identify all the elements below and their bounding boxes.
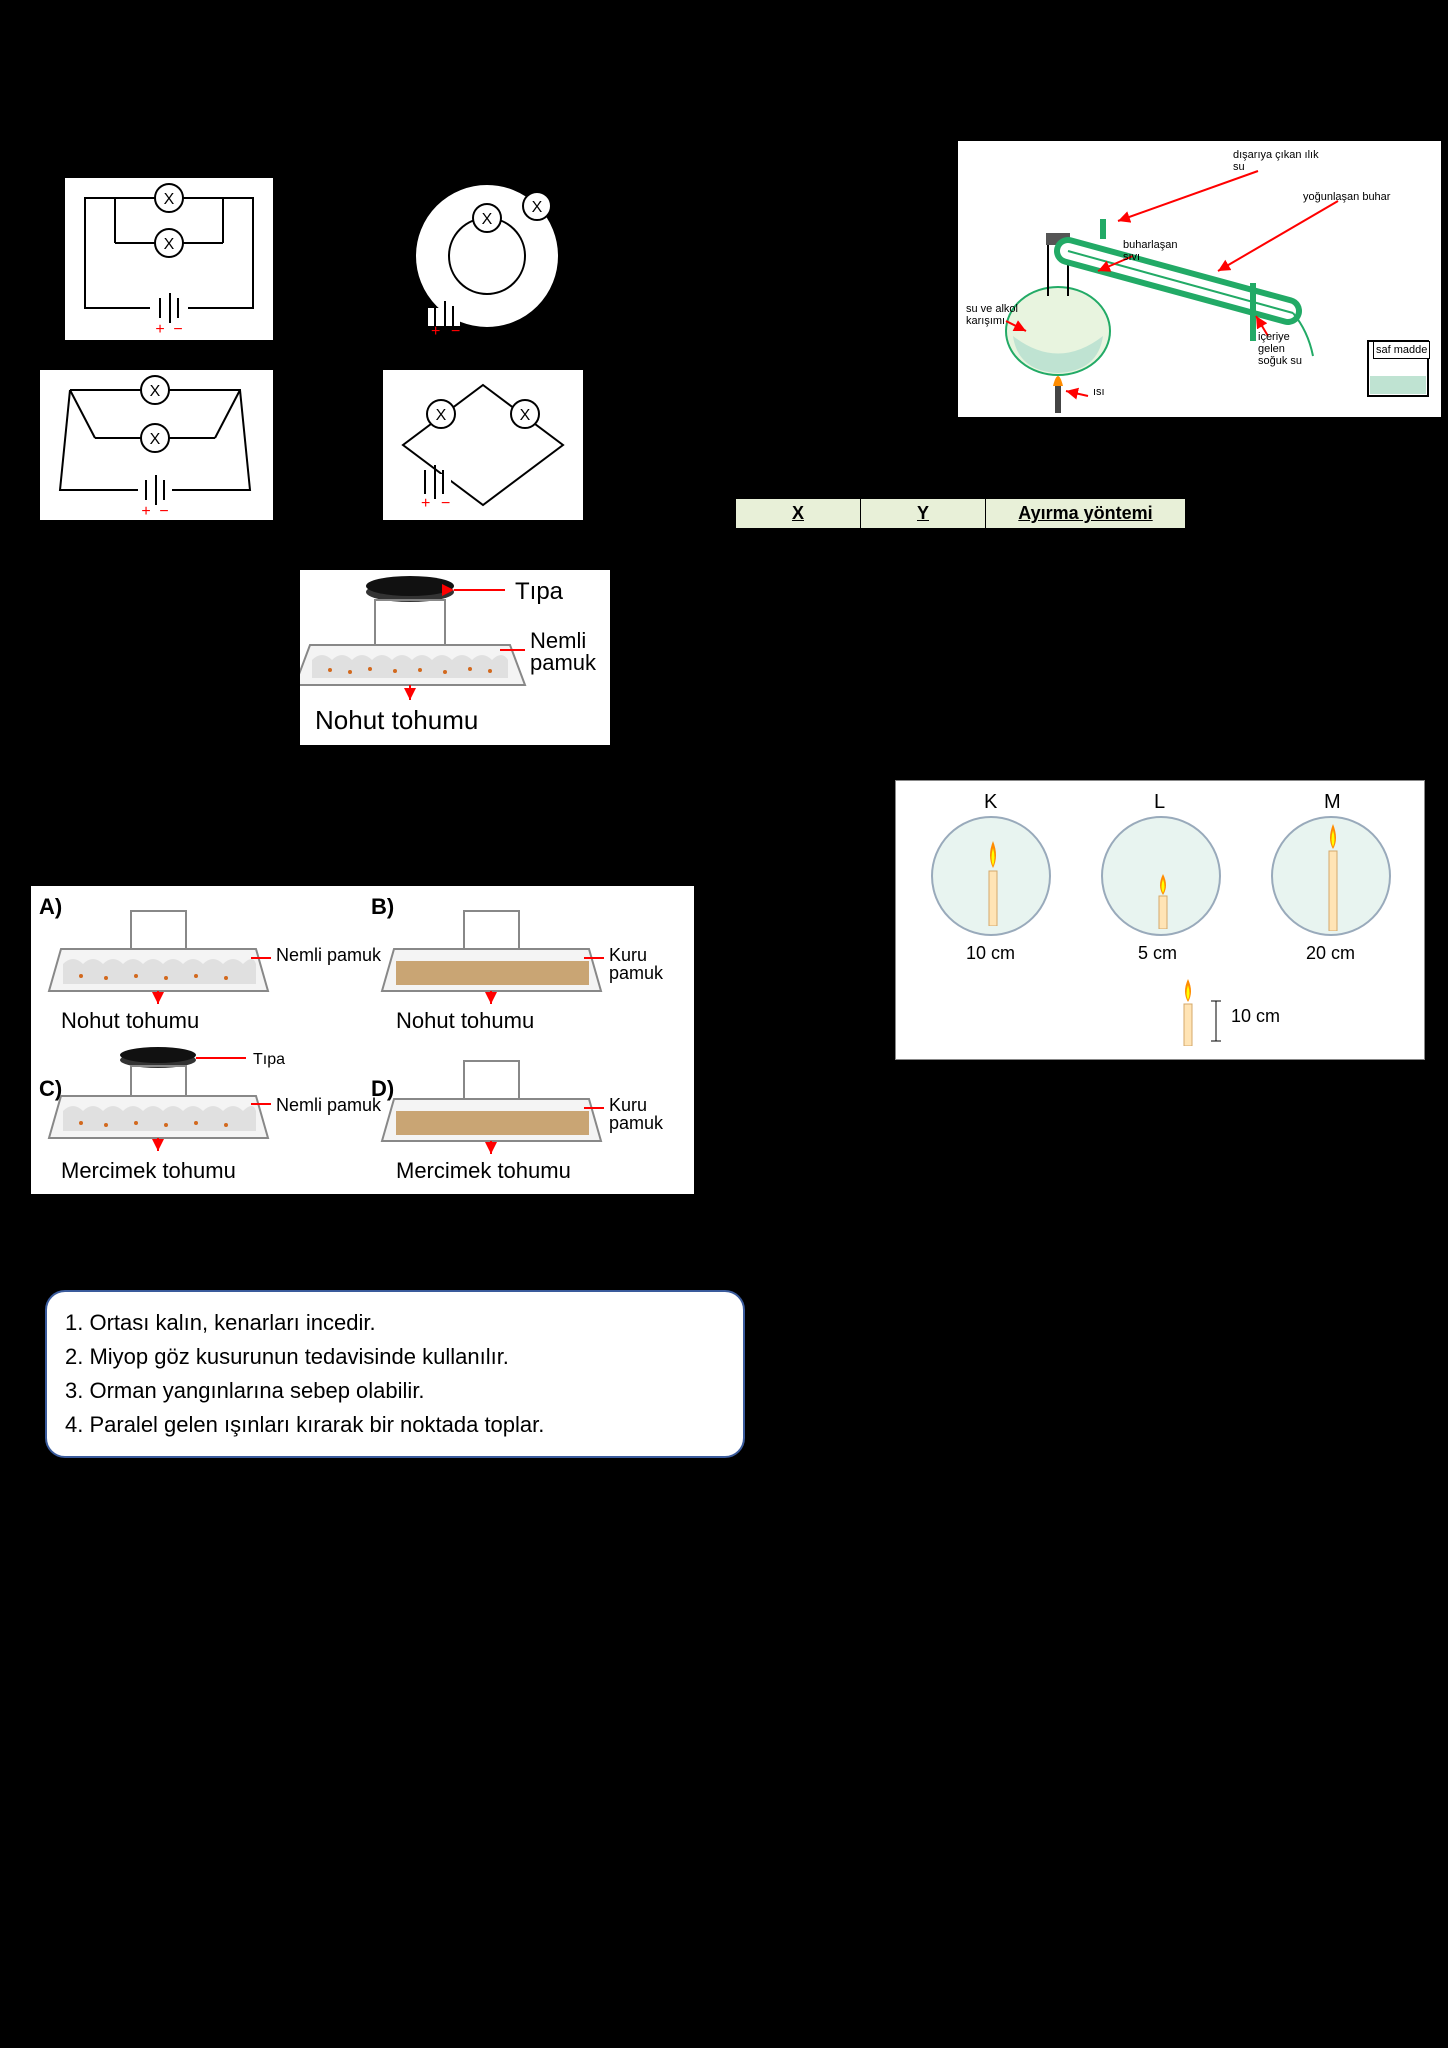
svg-text:+: + [141,503,150,520]
circuit-b: X X + − [383,178,591,340]
label-disariya: dışarıya çıkan ılık su [1233,149,1323,173]
q11-table: X Y Ayırma yöntemi [735,498,1186,529]
nemli-label: Nemli pamuk [530,630,610,674]
q8c-tipa: Tıpa [253,1051,285,1069]
svg-text:+: + [155,321,164,338]
nohut-label: Nohut tohumu [315,705,478,736]
q9-statements: 1. Ortası kalın, kenarları incedir. 2. M… [45,1290,745,1458]
svg-text:−: − [173,321,182,338]
circuit-a: X X + − [65,178,273,340]
q8d-mercimek: Mercimek tohumu [396,1158,571,1184]
svg-text:X: X [164,236,175,253]
q12-meas-l: 5 cm [1138,943,1177,964]
q12-meas-ref: 10 cm [1231,1006,1280,1027]
label-saf: saf madde [1373,341,1430,359]
label-karisim: su ve alkol karışımı [966,303,1026,327]
q8c-nemli: Nemli pamuk [276,1096,381,1114]
q12-label-m: M [1324,791,1341,814]
svg-text:+: + [421,495,430,512]
q12-label-k: K [984,791,997,814]
label-yogunlasan: yoğunlaşan buhar [1303,191,1390,203]
q8c-mercimek: Mercimek tohumu [61,1158,236,1184]
q8b-kuru: Kuru pamuk [609,946,694,982]
q8-options: A) Nemli pamuk Nohut tohumu B) Kuru pamu… [30,885,695,1195]
svg-text:X: X [150,431,161,448]
svg-text:X: X [520,407,531,424]
svg-text:X: X [436,407,447,424]
seed-main: Tıpa Nemli pamuk Nohut tohumu [300,570,610,745]
svg-text:−: − [159,503,168,520]
distillation-diagram: dışarıya çıkan ılık su yoğunlaşan buhar … [957,140,1442,418]
svg-text:X: X [482,211,493,228]
svg-text:X: X [150,383,161,400]
label-buharlasan: buharlaşan sıvı [1123,239,1173,263]
svg-text:X: X [164,191,175,208]
q11-col-x: X [736,499,861,529]
q9-line-1: 1. Ortası kalın, kenarları incedir. [65,1306,725,1340]
svg-text:−: − [451,323,460,340]
q12-meas-m: 20 cm [1306,943,1355,964]
label-isi: ısı [1093,386,1105,398]
tipa-label: Tıpa [515,578,563,606]
q12-candles: K 10 cm L 5 cm M 20 cm 10 cm [895,780,1425,1060]
circuit-c: X X + − [40,370,273,520]
q8b-nohut: Nohut tohumu [396,1008,534,1034]
q9-line-4: 4. Paralel gelen ışınları kırarak bir no… [65,1408,725,1442]
q8d-kuru: Kuru pamuk [609,1096,694,1132]
q12-label-l: L [1154,791,1165,814]
q8a-nohut: Nohut tohumu [61,1008,199,1034]
svg-text:−: − [441,495,450,512]
circuit-d: X X + − [383,370,583,520]
q8a-nemli: Nemli pamuk [276,946,381,964]
q11-col-method: Ayırma yöntemi [986,499,1186,529]
q11-col-y: Y [861,499,986,529]
svg-text:+: + [431,323,440,340]
label-iceriye: içeriye gelen soğuk su [1258,331,1308,367]
svg-text:X: X [532,199,543,216]
q9-line-2: 2. Miyop göz kusurunun tedavisinde kulla… [65,1340,725,1374]
q9-line-3: 3. Orman yangınlarına sebep olabilir. [65,1374,725,1408]
q12-meas-k: 10 cm [966,943,1015,964]
